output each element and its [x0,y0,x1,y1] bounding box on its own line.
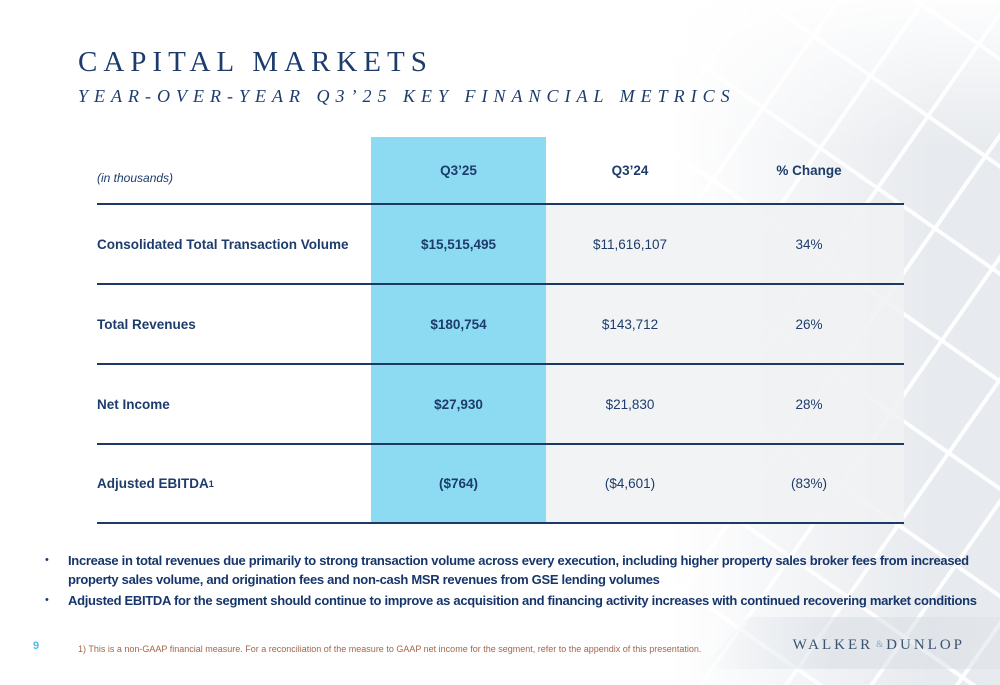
table-header-row: (in thousands) Q3’25 Q3’24 % Change [97,137,904,205]
list-item: • Adjusted EBITDA for the segment should… [42,591,984,610]
bullet-marker: • [45,594,49,606]
commentary-bullet-list: • Increase in total revenues due primari… [42,551,984,612]
column-header-q3-25: Q3’25 [371,137,546,203]
key-financial-metrics-table: (in thousands) Q3’25 Q3’24 % Change Cons… [97,137,904,524]
row-value-q3-25: $15,515,495 [371,205,546,283]
row-label: Total Revenues [97,316,196,332]
row-label-text: Adjusted EBITDA [97,476,209,491]
row-label: Net Income [97,396,170,412]
row-value-pct-change: 28% [714,365,904,443]
row-value-q3-24: ($4,601) [546,445,714,522]
bullet-text-revenues: Increase in total revenues due primarily… [68,553,969,587]
row-value-pct-change: (83%) [714,445,904,522]
table-row-adjusted-ebitda: Adjusted EBITDA 1 ($764) ($4,601) (83%) [97,445,904,524]
page-number: 9 [33,640,40,652]
table-row-net-income: Net Income $27,930 $21,830 28% [97,365,904,445]
table-row-total-revenues: Total Revenues $180,754 $143,712 26% [97,285,904,365]
row-value-pct-change: 34% [714,205,904,283]
slide-title: CAPITAL MARKETS [78,46,433,78]
slide-subtitle: YEAR-OVER-YEAR Q3’25 KEY FINANCIAL METRI… [78,86,736,106]
bullet-marker: • [45,554,49,566]
footnote-text: 1) This is a non-GAAP financial measure.… [78,644,702,654]
row-value-q3-25: ($764) [371,445,546,522]
logo-ampersand: & [876,639,884,649]
list-item: • Increase in total revenues due primari… [42,551,984,589]
footer-background-band [700,617,1000,669]
table-row-transaction-volume: Consolidated Total Transaction Volume $1… [97,205,904,285]
column-header-pct-change: % Change [776,162,842,178]
logo-dunlop: DUNLOP [886,637,965,653]
slide-header: CAPITAL MARKETS YEAR-OVER-YEAR Q3’25 KEY… [78,46,736,107]
logo-walker: WALKER [792,637,874,653]
row-value-q3-25: $27,930 [371,365,546,443]
table-unit-label: (in thousands) [97,171,174,185]
row-label: Adjusted EBITDA 1 [97,476,214,491]
row-value-q3-24: $11,616,107 [546,205,714,283]
row-value-q3-24: $143,712 [546,285,714,363]
row-value-pct-change: 26% [714,285,904,363]
row-value-q3-24: $21,830 [546,365,714,443]
walker-dunlop-logo: WALKER & DUNLOP [793,637,965,654]
column-header-q3-24: Q3’24 [611,162,649,178]
bullet-text-ebitda: Adjusted EBITDA for the segment should c… [68,593,977,608]
row-value-q3-25: $180,754 [371,285,546,363]
row-label: Consolidated Total Transaction Volume [97,236,349,252]
